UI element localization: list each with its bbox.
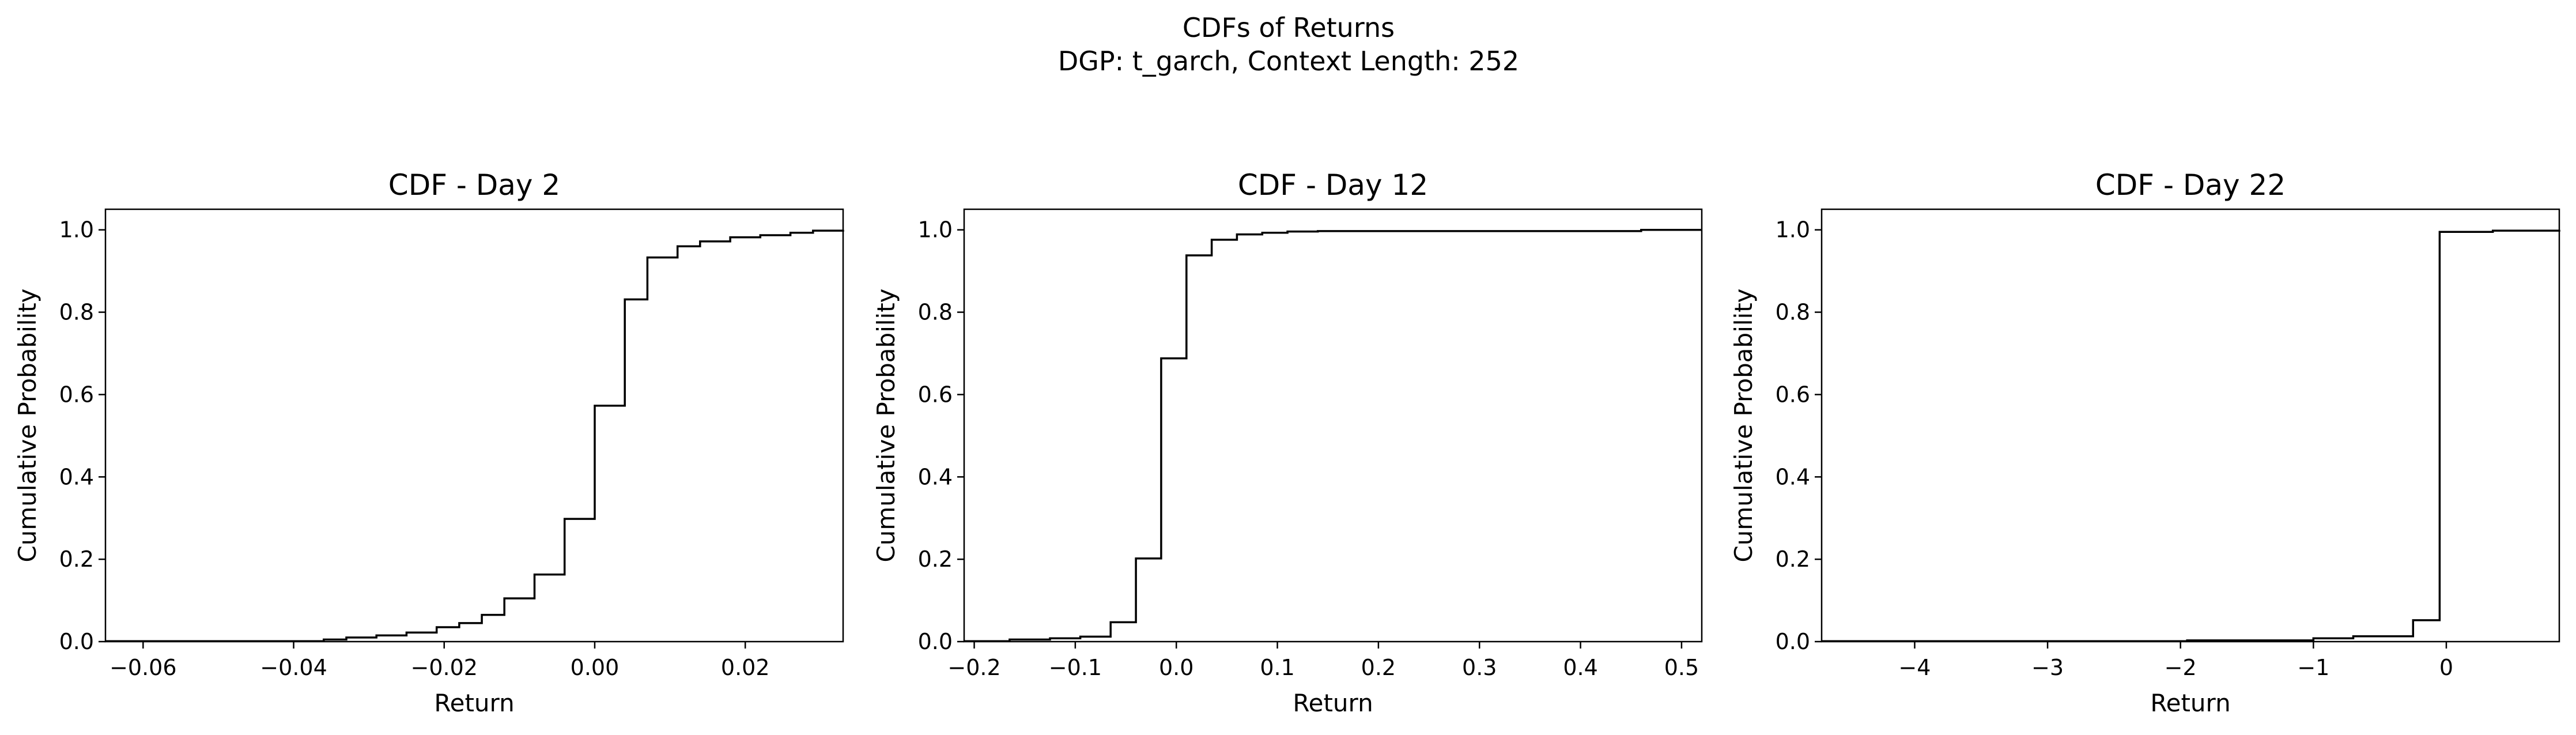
y-axis-label: Cumulative Probability xyxy=(1729,288,1758,562)
y-tick-label: 0.6 xyxy=(59,382,94,407)
figure-suptitle-line1: CDFs of Returns xyxy=(1183,12,1395,43)
x-tick-label: 0.4 xyxy=(1563,655,1597,680)
x-tick-label: −1 xyxy=(2297,655,2329,680)
axes-frame xyxy=(1820,208,2560,643)
y-tick-label: 0.4 xyxy=(59,464,94,489)
y-axis-label: Cumulative Probability xyxy=(872,288,900,562)
x-tick-label: −0.04 xyxy=(260,655,327,680)
chart-title: CDF - Day 22 xyxy=(2095,168,2286,202)
y-tick-label: 0.2 xyxy=(918,546,953,572)
chart-title: CDF - Day 12 xyxy=(1238,168,1428,202)
y-tick-label: 0.0 xyxy=(1776,629,1810,654)
x-tick-label: −0.1 xyxy=(1049,655,1102,680)
cdf-step-line xyxy=(964,228,1702,643)
y-tick-label: 0.2 xyxy=(59,546,94,572)
chart-panel-day-22: CDF - Day 22 −4 −3 −2 −1 0 0.0 0.2 0.4 0.6 0.8 1.0… xyxy=(1729,168,2560,717)
x-tick-label: 0.5 xyxy=(1664,655,1699,680)
y-tick-label: 1.0 xyxy=(59,217,94,243)
y-tick-label: 0.4 xyxy=(1776,464,1810,489)
axes-frame xyxy=(104,208,844,643)
x-axis-label: Return xyxy=(434,689,514,717)
y-tick-label: 0.0 xyxy=(59,629,94,654)
x-axis-label: Return xyxy=(1293,689,1373,717)
axes-frame xyxy=(963,208,1703,643)
y-tick-label: 0.4 xyxy=(918,464,953,489)
y-axis-label: Cumulative Probability xyxy=(13,288,41,562)
x-tick-label: 0.02 xyxy=(721,655,770,680)
plot-area: −0.06 −0.04 −0.02 0.00 0.02 0.0 0.2 0.4 0.6 0.8 1.… xyxy=(59,208,844,680)
y-tick-label: 0.2 xyxy=(1776,546,1810,572)
x-axis-label: Return xyxy=(2150,689,2230,717)
y-tick-label: 1.0 xyxy=(1776,217,1810,243)
chart-panel-day-2: CDF - Day 2 −0.06 −0.04 −0.02 0.00 0.02 0.0 0.… xyxy=(13,168,844,717)
y-tick-label: 1.0 xyxy=(918,217,953,243)
y-tick-label: 0.8 xyxy=(918,300,953,325)
x-tick-label: 0.1 xyxy=(1260,655,1294,680)
chart-panel-day-12: CDF - Day 12 −0.2 −0.1 0.0 0.1 0.2 0.3 0.4 0.5 0… xyxy=(872,168,1703,717)
x-tick-label: 0.2 xyxy=(1361,655,1396,680)
x-tick-label: 0.0 xyxy=(1159,655,1193,680)
y-tick-label: 0.0 xyxy=(918,629,953,654)
x-tick-label: −2 xyxy=(2165,655,2197,680)
x-tick-label: −0.06 xyxy=(109,655,176,680)
y-tick-label: 0.6 xyxy=(1776,382,1810,407)
x-tick-label: 0.00 xyxy=(571,655,620,680)
y-tick-label: 0.6 xyxy=(918,382,953,407)
x-tick-label: 0 xyxy=(2439,655,2453,680)
x-tick-label: 0.3 xyxy=(1462,655,1497,680)
x-tick-label: −0.02 xyxy=(411,655,478,680)
x-tick-label: −3 xyxy=(2031,655,2064,680)
y-tick-label: 0.8 xyxy=(1776,300,1810,325)
chart-title: CDF - Day 2 xyxy=(388,168,560,202)
x-tick-label: −0.2 xyxy=(947,655,1000,680)
plot-area: −4 −3 −2 −1 0 0.0 0.2 0.4 0.6 0.8 1.0 xyxy=(1776,208,2560,680)
y-tick-label: 0.8 xyxy=(59,300,94,325)
cdf-step-line xyxy=(105,229,844,643)
cdf-step-line xyxy=(1822,229,2560,643)
plot-area: −0.2 −0.1 0.0 0.1 0.2 0.3 0.4 0.5 0.0 0.2 0.4 0.6 0.… xyxy=(918,208,1703,680)
x-tick-label: −4 xyxy=(1898,655,1931,680)
figure-suptitle-line2: DGP: t_garch, Context Length: 252 xyxy=(1058,46,1519,77)
